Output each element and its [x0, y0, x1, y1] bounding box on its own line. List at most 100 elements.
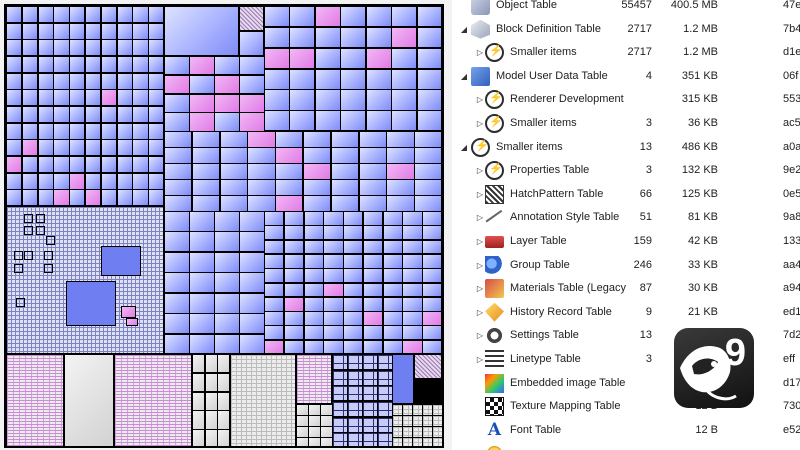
treemap-cell[interactable]: [320, 404, 333, 416]
treemap-cell[interactable]: [283, 211, 305, 226]
treemap-cell[interactable]: [204, 410, 218, 430]
treemap-cell[interactable]: [330, 147, 360, 164]
treemap-cell[interactable]: [432, 404, 442, 416]
treemap-cell[interactable]: [362, 211, 384, 226]
collapse-arrow-icon[interactable]: ◢: [460, 142, 468, 152]
treemap-cell[interactable]: [132, 6, 149, 24]
treemap-cell[interactable]: [217, 354, 231, 374]
treemap-cell[interactable]: [148, 6, 165, 24]
treemap-cell[interactable]: [416, 89, 442, 111]
treemap-cell[interactable]: [365, 68, 392, 90]
tree-row[interactable]: ▷ Layer Table 159 42 KB 133: [452, 230, 800, 253]
treemap-cell[interactable]: [308, 437, 321, 446]
treemap-cell[interactable]: [264, 225, 285, 241]
treemap-cell[interactable]: [362, 239, 384, 255]
treemap-cell[interactable]: [37, 122, 54, 140]
expand-arrow-icon[interactable]: ▷: [476, 284, 484, 294]
treemap-cell[interactable]: [289, 89, 316, 111]
treemap-cell[interactable]: [247, 131, 276, 148]
treemap-cell[interactable]: [283, 268, 305, 283]
treemap-cell[interactable]: [69, 172, 86, 190]
treemap-cell[interactable]: [239, 56, 265, 76]
treemap-cell[interactable]: [392, 437, 403, 446]
treemap-cell[interactable]: [412, 415, 423, 427]
treemap-cell[interactable]: [416, 68, 442, 90]
collapse-arrow-icon[interactable]: ◢: [460, 71, 468, 81]
treemap-cell[interactable]: [217, 372, 231, 393]
treemap-cell[interactable]: [24, 226, 33, 235]
treemap-cell[interactable]: [204, 372, 218, 393]
treemap-cell[interactable]: [6, 22, 23, 40]
tree-row[interactable]: Embedded image Table d17: [452, 372, 800, 395]
treemap-cell[interactable]: [296, 426, 309, 438]
treemap-cell[interactable]: [85, 156, 102, 174]
treemap-cell[interactable]: [422, 339, 442, 355]
treemap-cell[interactable]: [21, 106, 39, 124]
expand-arrow-icon[interactable]: ▷: [476, 331, 484, 341]
treemap-cell[interactable]: [239, 211, 265, 232]
treemap-cell[interactable]: [230, 354, 296, 446]
treemap-cell[interactable]: [36, 226, 45, 235]
treemap-cell[interactable]: [53, 122, 70, 140]
treemap-cell[interactable]: [358, 163, 387, 180]
treemap-cell[interactable]: [21, 139, 39, 157]
treemap-cell[interactable]: [402, 415, 413, 427]
treemap-cell[interactable]: [69, 56, 86, 74]
treemap-cell[interactable]: [275, 147, 304, 164]
treemap-cell[interactable]: [239, 231, 265, 253]
treemap-cell[interactable]: [46, 236, 55, 245]
treemap-cell[interactable]: [164, 195, 193, 212]
treemap-cell[interactable]: [85, 89, 102, 107]
treemap-cell[interactable]: [16, 298, 25, 307]
treemap-cell[interactable]: [37, 89, 54, 107]
treemap-cell[interactable]: [121, 306, 136, 318]
treemap-cell[interactable]: [69, 39, 86, 57]
treemap-cell[interactable]: [358, 147, 387, 164]
treemap-cell[interactable]: [382, 325, 403, 341]
treemap-cell[interactable]: [323, 296, 344, 312]
treemap-cell[interactable]: [189, 251, 215, 273]
treemap-cell[interactable]: [217, 410, 231, 430]
treemap-cell[interactable]: [164, 6, 239, 56]
tree-row[interactable]: ▷ Settings Table 13 7d2: [452, 324, 800, 347]
treemap-cell[interactable]: [264, 26, 290, 49]
treemap-cell[interactable]: [303, 253, 324, 269]
treemap-cell[interactable]: [100, 156, 118, 174]
treemap-cell[interactable]: [422, 437, 433, 446]
treemap-cell[interactable]: [247, 195, 276, 212]
treemap-cell[interactable]: [391, 68, 418, 90]
treemap-cell[interactable]: [164, 147, 193, 164]
treemap-cell[interactable]: [347, 385, 363, 402]
treemap-cell[interactable]: [247, 147, 276, 164]
treemap-cell[interactable]: [314, 6, 341, 28]
treemap-cell[interactable]: [214, 93, 240, 113]
treemap-cell[interactable]: [314, 68, 341, 90]
treemap-cell[interactable]: [382, 239, 403, 255]
treemap-cell[interactable]: [422, 415, 433, 427]
treemap-cell[interactable]: [116, 122, 133, 140]
tree-row[interactable]: A Font Table 12 B e52: [452, 419, 800, 442]
expand-arrow-icon[interactable]: ▷: [476, 119, 484, 128]
treemap-cell[interactable]: [85, 122, 102, 140]
treemap-cell[interactable]: [214, 56, 240, 76]
treemap-cell[interactable]: [343, 325, 364, 341]
treemap-cell[interactable]: [21, 56, 39, 74]
treemap-cell[interactable]: [392, 426, 403, 438]
treemap-cell[interactable]: [148, 106, 165, 124]
treemap-cell[interactable]: [314, 26, 341, 49]
treemap-cell[interactable]: [6, 206, 164, 354]
treemap-cell[interactable]: [85, 56, 102, 74]
treemap-cell[interactable]: [132, 106, 149, 124]
treemap-cell[interactable]: [414, 147, 442, 164]
treemap-cell[interactable]: [303, 131, 332, 148]
treemap-cell[interactable]: [37, 189, 54, 207]
treemap-cell[interactable]: [214, 272, 240, 294]
treemap-cell[interactable]: [391, 89, 418, 111]
treemap-cell[interactable]: [347, 432, 363, 446]
treemap-cell[interactable]: [422, 211, 442, 226]
treemap-cell[interactable]: [323, 253, 344, 269]
treemap-cell[interactable]: [6, 172, 23, 190]
treemap-cell[interactable]: [303, 179, 332, 196]
treemap-cell[interactable]: [414, 131, 442, 148]
treemap-cell[interactable]: [239, 292, 265, 314]
